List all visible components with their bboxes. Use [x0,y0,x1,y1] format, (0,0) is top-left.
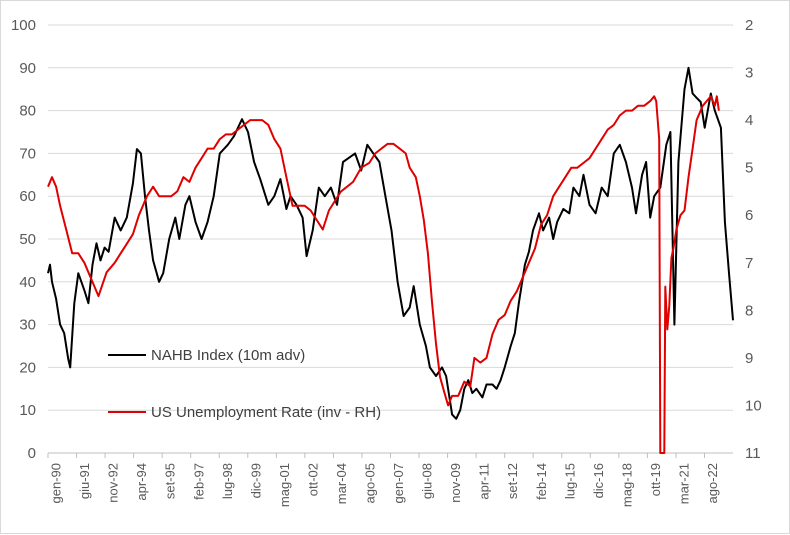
x-tick-label: giu-08 [420,463,435,499]
right-tick-label: 6 [745,207,753,224]
x-tick-label: nov-09 [448,463,463,503]
left-tick-label: 60 [19,188,36,205]
x-tick-label: apr-94 [134,463,149,501]
x-tick-label: lug-15 [562,463,577,499]
left-tick-label: 70 [19,145,36,162]
x-tick-label: gen-07 [391,463,406,503]
series-lines [47,66,734,454]
right-tick-label: 5 [745,160,753,177]
x-tick-label: dic-99 [248,463,263,498]
legend-label-unemployment: US Unemployment Rate (inv - RH) [151,404,381,421]
x-tick-label: ago-05 [363,463,378,503]
left-tick-label: 10 [19,402,36,419]
right-tick-label: 11 [745,445,761,462]
x-tick-label: mar-21 [676,463,691,504]
x-tick-label: set-95 [163,463,178,499]
left-tick-label: 100 [11,17,36,34]
legend-label-nahb: NAHB Index (10m adv) [151,347,305,364]
x-tick-label: lug-98 [220,463,235,499]
x-tick-label: feb-14 [534,463,549,500]
right-tick-label: 3 [745,65,753,82]
left-tick-label: 80 [19,103,36,120]
x-tick-label: dic-16 [591,463,606,498]
x-tick-label: ott-02 [305,463,320,496]
right-tick-label: 8 [745,302,753,319]
x-tick-label: apr-11 [477,463,492,500]
x-tick-label: mag-18 [619,463,634,507]
series-line-unemployment [47,95,720,454]
series-line-nahb [47,66,734,420]
x-tick-label: ago-22 [705,463,720,503]
legend: NAHB Index (10m adv) US Unemployment Rat… [108,347,381,421]
x-tick-label: giu-91 [77,463,92,499]
x-tick-label: ott-19 [648,463,663,496]
left-tick-label: 90 [19,60,36,77]
left-tick-label: 20 [19,359,36,376]
right-tick-label: 10 [745,397,762,414]
right-tick-label: 4 [745,112,753,129]
x-tick-label: gen-90 [49,463,64,503]
axes: 0 10 20 30 40 50 60 70 80 90 100 2 3 4 5 6 7 8 9 10 11 gen-90… [11,17,762,507]
x-tick-label: feb-97 [191,463,206,500]
x-tick-label: set-12 [505,463,520,499]
x-tick-label: mag-01 [277,463,292,507]
right-tick-label: 2 [745,17,753,34]
x-tick-label: mar-04 [334,463,349,504]
left-tick-label: 50 [19,231,36,248]
left-tick-label: 0 [28,445,36,462]
right-tick-label: 7 [745,255,753,272]
x-tick-label: nov-92 [106,463,121,503]
right-tick-label: 9 [745,350,753,367]
left-tick-label: 40 [19,274,36,291]
left-tick-label: 30 [19,317,36,334]
